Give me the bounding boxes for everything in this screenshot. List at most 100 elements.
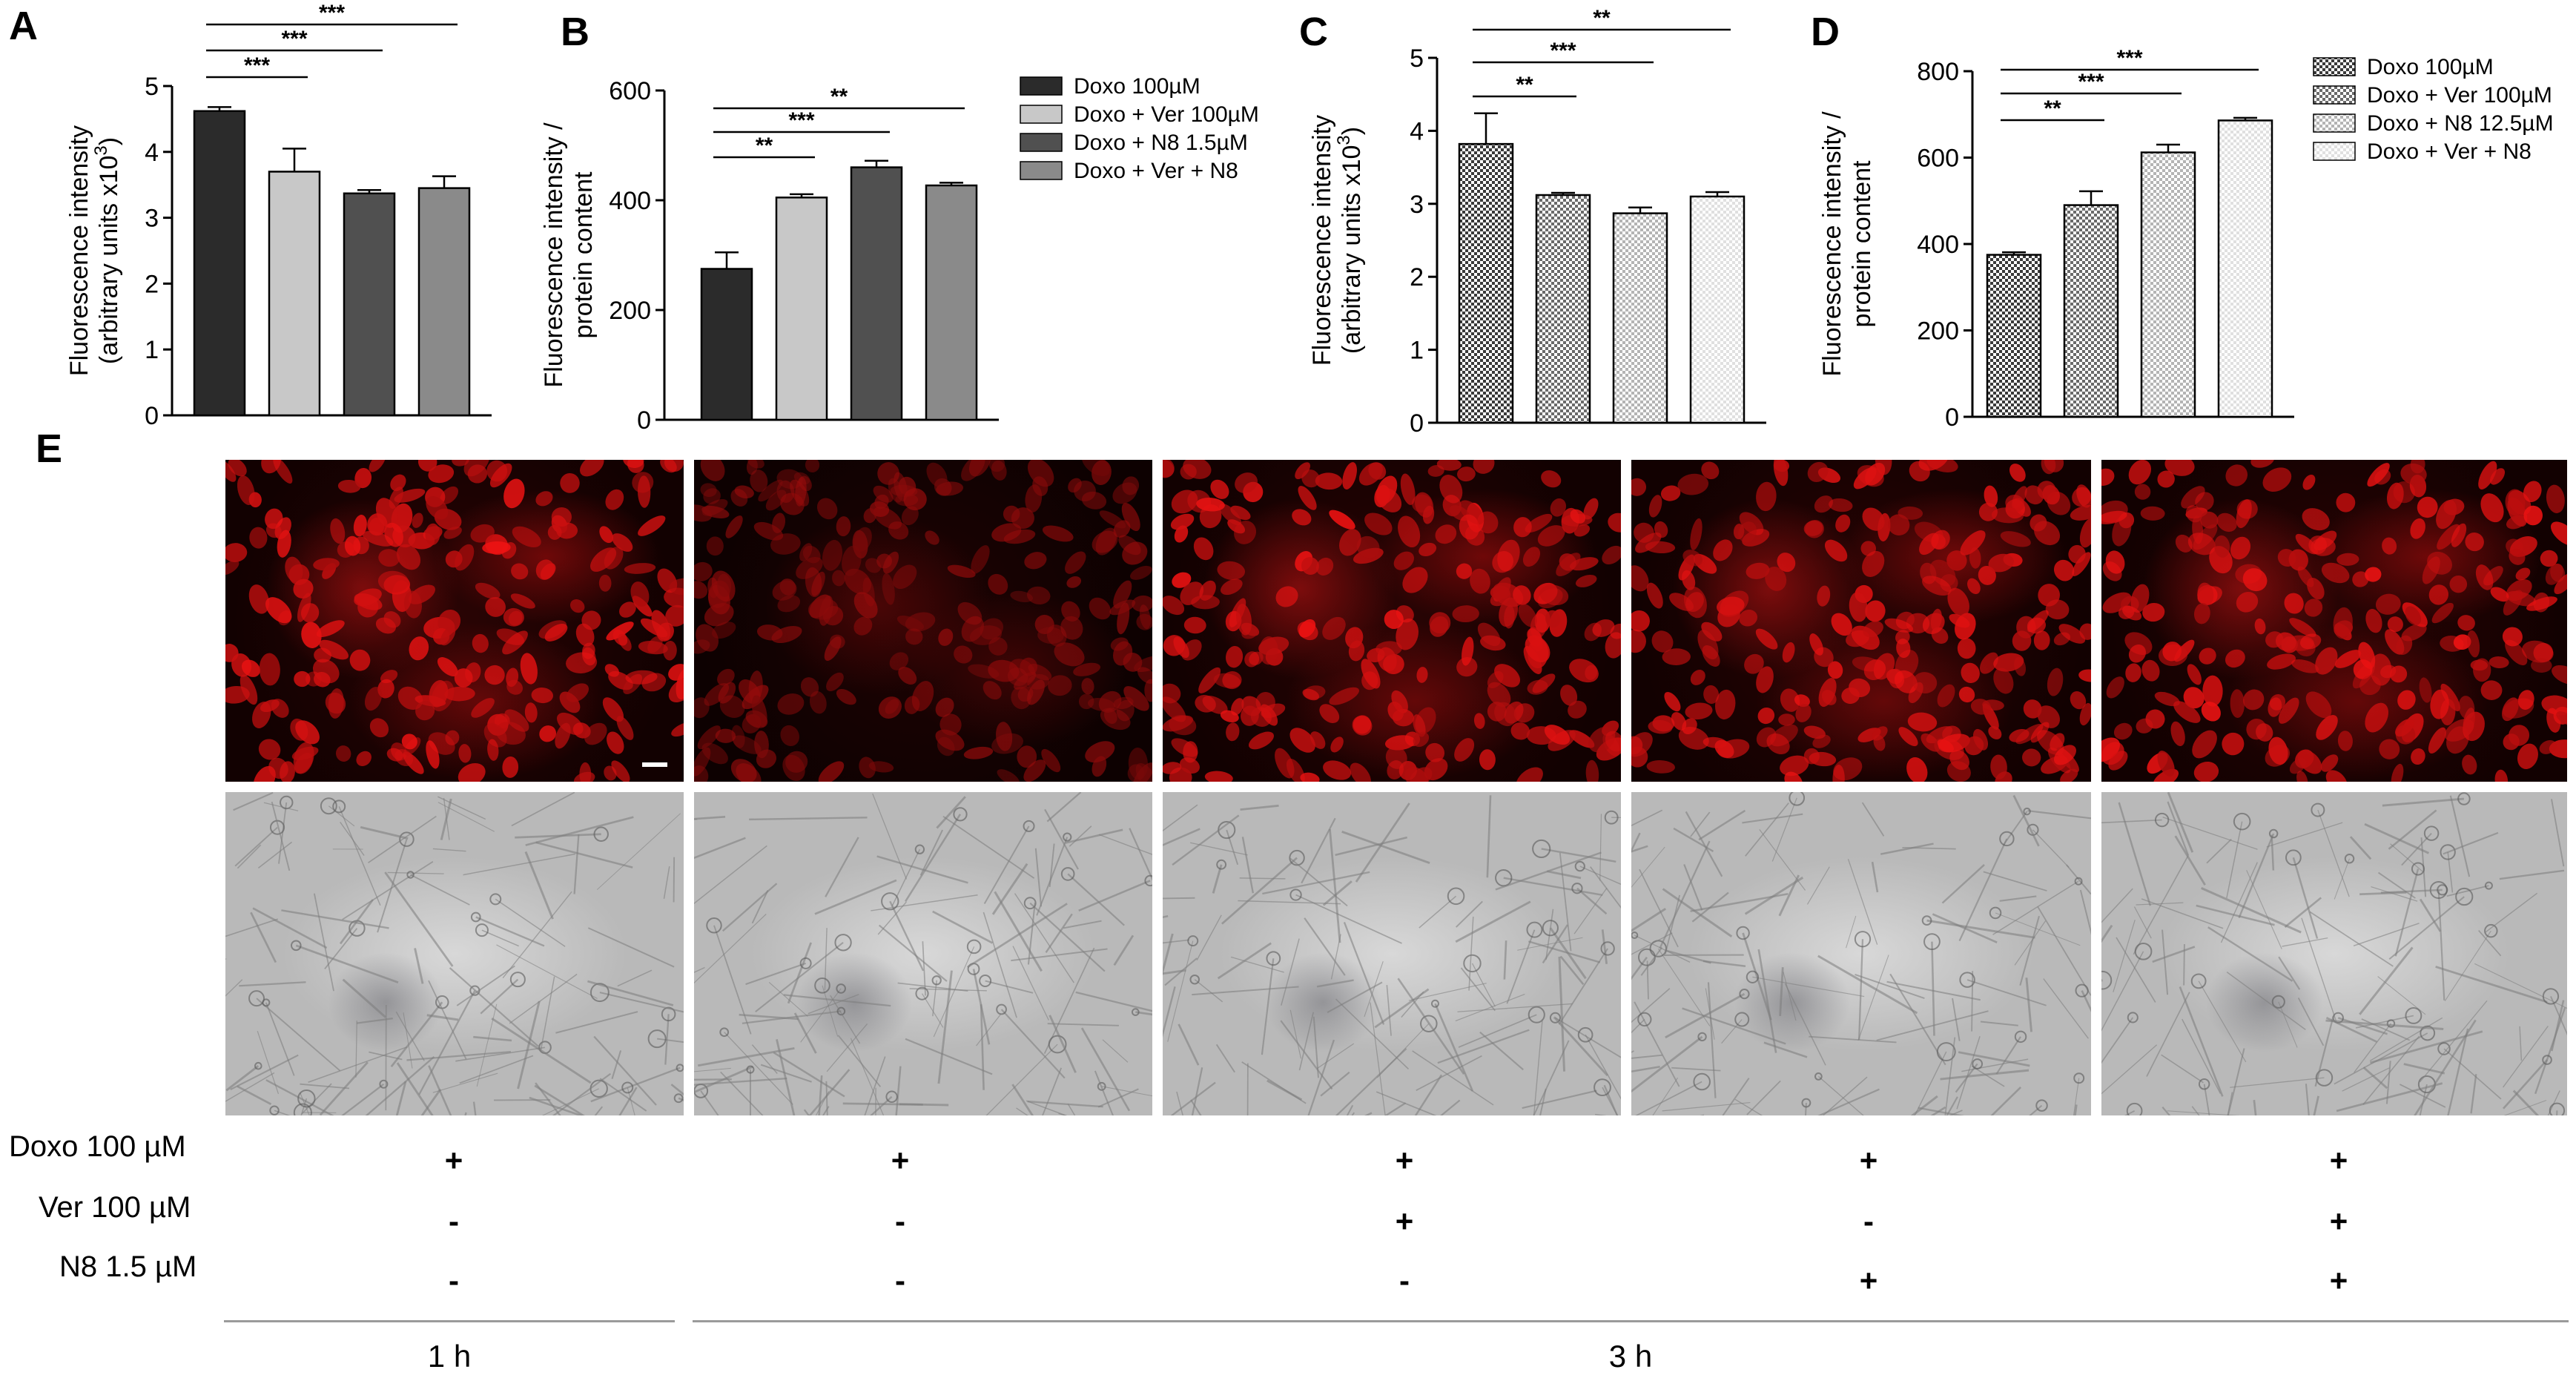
condition-mark: - — [449, 1263, 459, 1298]
condition-label: N8 1.5 µM — [59, 1250, 197, 1283]
chart-b-bar — [925, 184, 978, 421]
fluorescence-image-1 — [224, 458, 685, 783]
chart-b-legend-label: Doxo 100µM — [1074, 74, 1201, 99]
chart-c-ylabel: Fluorescence intensity(arbitrary units x… — [1308, 115, 1366, 366]
cell-morphology-overlay — [225, 792, 684, 1115]
chart-b-bar — [775, 197, 828, 421]
time-group-divider — [224, 1320, 675, 1322]
time-group-label: 3 h — [1608, 1339, 1653, 1374]
chart-c-significance-label: ** — [1593, 6, 1611, 30]
chart-b-legend-swatch — [1020, 105, 1063, 124]
time-group-divider — [693, 1320, 2569, 1322]
chart-b-tick-label: 200 — [609, 297, 651, 325]
chart-d-tick-label: 200 — [1917, 317, 1959, 346]
chart-c-tick-label: 3 — [1410, 191, 1424, 219]
condition-label: Doxo 100 µM — [9, 1130, 186, 1163]
chart-a-bar — [417, 187, 471, 417]
chart-c-bar — [1458, 142, 1514, 424]
cell-nuclei-overlay — [1631, 460, 2091, 782]
chart-d-legend-swatch — [2313, 85, 2356, 105]
cell-nuclei-overlay — [2101, 460, 2567, 782]
condition-label: Ver 100 µM — [39, 1191, 191, 1224]
brightfield-image-5 — [2100, 791, 2569, 1117]
chart-c-significance-label: *** — [1550, 39, 1576, 63]
chart-b-legend-swatch — [1020, 133, 1063, 152]
panel-letter-c: C — [1299, 10, 1328, 54]
chart-b-legend-label: Doxo + Ver 100µM — [1074, 102, 1259, 127]
condition-mark: - — [1399, 1263, 1410, 1298]
chart-d-bar — [1986, 254, 2042, 418]
panel-letter-d: D — [1811, 10, 1840, 54]
condition-mark: - — [1863, 1204, 1874, 1239]
cell-nuclei-overlay — [225, 460, 684, 782]
condition-mark: + — [2329, 1263, 2348, 1298]
condition-mark: - — [895, 1204, 905, 1239]
chart-a-ylabel: Fluorescence intensity(arbitrary units x… — [65, 125, 123, 376]
condition-mark: + — [2329, 1143, 2348, 1178]
chart-b-legend-swatch — [1020, 161, 1063, 180]
fluorescence-image-2 — [693, 458, 1154, 783]
chart-a-significance-label: *** — [319, 1, 345, 25]
chart-a-tick-label: 5 — [145, 73, 159, 101]
condition-mark: - — [895, 1263, 905, 1298]
chart-b-bar — [700, 268, 753, 421]
chart-d-significance-label: ** — [2044, 96, 2061, 121]
condition-mark: + — [1859, 1263, 1878, 1298]
condition-mark: + — [891, 1143, 910, 1178]
cell-nuclei-overlay — [694, 460, 1152, 782]
chart-d-ylabel: Fluorescence intensity /protein content — [1818, 111, 1876, 377]
brightfield-image-3 — [1161, 791, 1622, 1117]
chart-d-tick-label: 800 — [1917, 58, 1959, 86]
chart-b-legend-swatch — [1020, 76, 1063, 96]
chart-a-bar — [193, 110, 246, 417]
chart-d-legend-swatch — [2313, 57, 2356, 76]
chart-b-tick-label: 400 — [609, 187, 651, 215]
condition-mark: + — [1395, 1204, 1414, 1239]
chart-d-legend-label: Doxo 100µM — [2367, 55, 2494, 79]
chart-d: 0 200 400 600 800 Fluorescence intensity /pro… — [1818, 46, 2554, 432]
chart-c-tick-label: 0 — [1410, 409, 1424, 438]
chart-c: 0 1 2 3 4 5 Fluorescence intensity(arbitrary u… — [1308, 6, 1766, 438]
time-group-label: 1 h — [427, 1339, 472, 1374]
panel-letter-b: B — [561, 10, 589, 54]
chart-b-tick-label: 600 — [609, 77, 651, 105]
chart-b-significance-label: ** — [830, 85, 848, 109]
chart-b-ylabel: Fluorescence intensity /protein content — [540, 122, 598, 388]
chart-a: 0 1 2 3 4 5 Fluorescence intensity(arbitrary u… — [65, 1, 492, 430]
chart-c-tick-label: 4 — [1410, 117, 1424, 145]
chart-a-tick-label: 3 — [145, 205, 159, 233]
chart-a-bar — [343, 192, 396, 417]
chart-d-tick-label: 400 — [1917, 231, 1959, 259]
chart-a-tick-label: 0 — [145, 402, 159, 430]
chart-c-bar — [1535, 194, 1591, 424]
brightfield-image-4 — [1630, 791, 2093, 1117]
cell-nuclei-overlay — [1163, 460, 1621, 782]
chart-b-bar — [850, 166, 903, 421]
chart-d-tick-label: 600 — [1917, 145, 1959, 173]
scale-bar — [642, 762, 667, 767]
chart-b: 0 200 400 600 Fluorescence intensity /protei… — [540, 74, 1259, 435]
chart-a-significance-label: *** — [281, 27, 307, 51]
fluorescence-image-5 — [2100, 458, 2569, 783]
chart-b-tick-label: 0 — [637, 406, 651, 435]
brightfield-image-2 — [693, 791, 1154, 1117]
fluorescence-image-4 — [1630, 458, 2093, 783]
cell-morphology-overlay — [1163, 795, 1621, 1115]
chart-b-significance-label: *** — [788, 108, 814, 133]
chart-c-tick-label: 1 — [1410, 337, 1424, 365]
chart-d-bar — [2217, 119, 2273, 418]
chart-d-legend-swatch — [2313, 113, 2356, 133]
chart-d-tick-label: 0 — [1945, 403, 1959, 432]
chart-d-significance-label: *** — [2116, 46, 2142, 70]
chart-c-bar — [1689, 195, 1746, 424]
fluorescence-image-3 — [1161, 458, 1622, 783]
chart-a-tick-label: 4 — [145, 139, 159, 167]
chart-d-bar — [2140, 151, 2196, 418]
chart-b-significance-label: ** — [756, 133, 773, 158]
chart-a-bar — [268, 171, 321, 417]
cell-morphology-overlay — [1631, 792, 2091, 1115]
chart-c-tick-label: 2 — [1410, 263, 1424, 291]
condition-mark: + — [1859, 1143, 1878, 1178]
panel-letter-e: E — [36, 426, 63, 471]
panel-letter-a: A — [9, 4, 38, 48]
